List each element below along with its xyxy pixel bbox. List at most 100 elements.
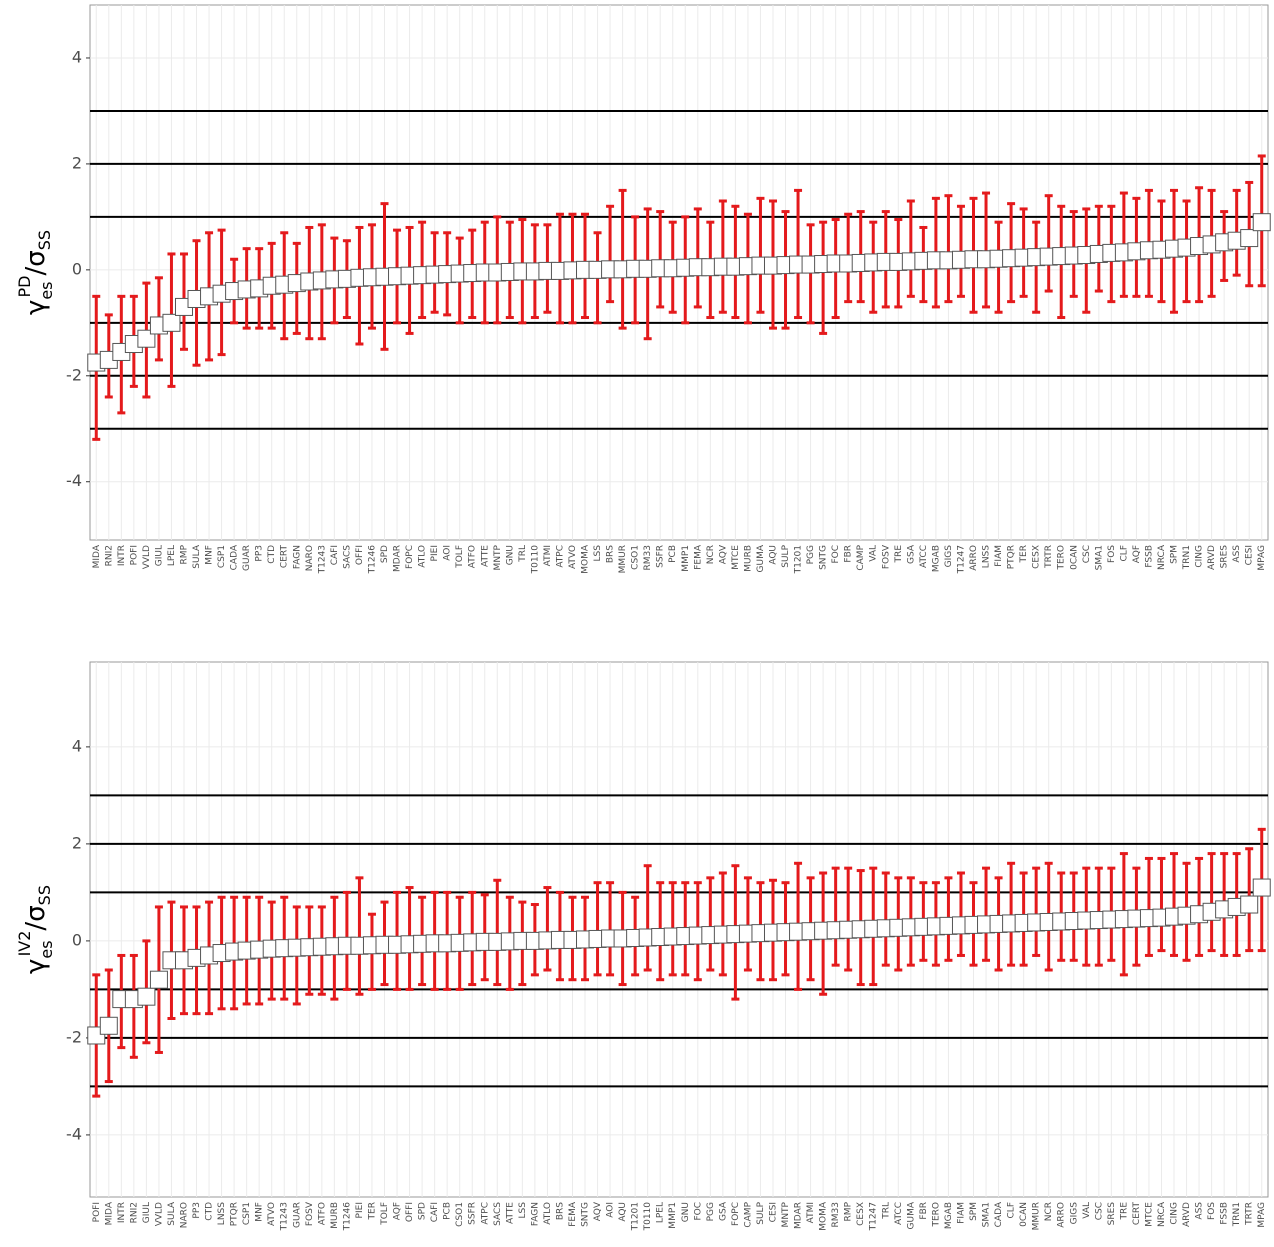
x-tick-label: CING — [1195, 545, 1205, 568]
x-tick-label: FAGN — [530, 1202, 540, 1226]
y-label-sub: es — [37, 940, 56, 958]
x-tick-label: PP3 — [192, 1202, 202, 1219]
error-bar — [756, 196, 765, 314]
x-tick-label: CESI — [768, 1202, 778, 1222]
x-tick-label: MTCE — [1144, 1202, 1154, 1227]
x-tick-label: GUAR — [242, 545, 252, 571]
y-tick-label: 2 — [72, 833, 82, 852]
x-tick-label: RNI2 — [104, 545, 114, 566]
x-tick-label: AQF — [1132, 545, 1142, 563]
x-tick-label: NCR — [706, 545, 716, 564]
x-tick-label: LNSS — [217, 1202, 227, 1225]
x-tick-label: T1243 — [317, 545, 327, 574]
x-tick-label: VAL — [1082, 1202, 1092, 1219]
error-bar — [1207, 852, 1216, 953]
y-label-rest-sub: SS — [35, 885, 54, 905]
x-tick-label: PCB — [668, 545, 678, 563]
x-tick-label: CAMP — [743, 1201, 753, 1227]
x-tick-label: AQV — [718, 544, 728, 564]
y-tick-label: 4 — [72, 736, 82, 755]
x-tick-label: SULP — [781, 544, 791, 567]
x-tick-label: RMP — [179, 544, 189, 564]
x-tick-label: FSSB — [1220, 1202, 1230, 1225]
y-tick-label: 2 — [72, 153, 82, 172]
x-tick-label: SMA1 — [1094, 545, 1104, 570]
error-bar — [956, 871, 965, 957]
y-label-sup: PD — [15, 276, 34, 298]
x-tick-label: ATFO — [468, 545, 478, 568]
x-tick-label: MDAR — [393, 545, 403, 572]
x-tick-label: GSA — [906, 544, 916, 564]
x-tick-label: T1246 — [367, 545, 377, 575]
x-tick-label: CSP1 — [217, 545, 227, 568]
x-tick-label: RNI2 — [129, 1202, 139, 1223]
x-tick-label: LNSS — [982, 545, 992, 568]
x-tick-label: BRS — [555, 1202, 565, 1220]
x-tick-label: FOC — [831, 545, 841, 564]
x-tick-label: CING — [1170, 1202, 1180, 1225]
x-tick-label: SSFR — [468, 1202, 478, 1225]
y-label-sup: IV2 — [15, 931, 34, 957]
y-tick-label: -4 — [66, 471, 82, 490]
x-tick-label: SRES — [1107, 1202, 1117, 1226]
y-tick-label: -4 — [66, 1124, 82, 1143]
x-tick-label: RM33 — [643, 545, 653, 570]
x-tick-label: RMP — [844, 1201, 854, 1221]
error-bar — [706, 876, 715, 972]
y-tick-label: 4 — [72, 47, 82, 66]
x-tick-label: FOPC — [405, 545, 415, 569]
x-tick-label: CESX — [1032, 545, 1042, 569]
x-tick-label: GUAR — [292, 1202, 302, 1228]
x-tick-label: CLF — [1119, 545, 1129, 561]
x-tick-label: ATCC — [894, 1202, 904, 1225]
x-tick-label: CAMP — [856, 544, 866, 570]
x-tick-label: AQU — [768, 545, 778, 565]
x-tick-label: T1201 — [631, 1202, 641, 1231]
x-tick-label: NARO — [305, 545, 315, 571]
x-tick-label: CSC — [1082, 545, 1092, 563]
x-tick-label: 0CAN — [1019, 1202, 1029, 1227]
x-tick-label: FOPC — [731, 1202, 741, 1226]
x-tick-label: CSC — [1094, 1202, 1104, 1220]
x-tick-label: TRL — [881, 1202, 891, 1220]
x-tick-label: SACS — [493, 1202, 503, 1226]
y-tick-label: 0 — [72, 259, 82, 278]
x-tick-label: FOS — [1107, 545, 1117, 563]
x-tick-label: MMUR — [1032, 1202, 1042, 1230]
error-bar — [606, 204, 615, 304]
x-tick-label: CESI — [1245, 545, 1255, 565]
x-tick-label: MPAG — [1257, 545, 1267, 571]
x-tick-label: FIAM — [994, 545, 1004, 567]
x-tick-label: ARVD — [1207, 545, 1217, 570]
x-tick-label: SMA1 — [982, 1202, 992, 1227]
x-tick-label: ATPC — [480, 1202, 490, 1225]
x-tick-label: TRL — [518, 545, 528, 563]
x-tick-label: MDAR — [794, 1202, 804, 1229]
x-tick-label: CTD — [267, 545, 277, 564]
mean-box — [137, 987, 156, 1006]
x-tick-label: PP3 — [255, 545, 265, 562]
x-tick-label: AOI — [606, 1202, 616, 1218]
x-tick-label: T0110 — [643, 1202, 653, 1232]
x-tick-label: SPM — [1170, 545, 1180, 564]
x-tick-label: ATFO — [317, 1202, 327, 1225]
mean-box — [1252, 213, 1271, 232]
x-tick-label: MMUR — [618, 545, 628, 573]
x-tick-label: MGAB — [944, 1202, 954, 1229]
error-bar — [693, 207, 702, 309]
x-tick-label: CTD — [205, 1202, 215, 1221]
error-bar — [543, 886, 552, 972]
x-tick-label: MTCE — [731, 545, 741, 570]
x-tick-label: ATLO — [418, 545, 428, 568]
x-tick-label: CAFI — [430, 1202, 440, 1222]
x-tick-label: AQV — [593, 1201, 603, 1221]
error-bar — [643, 864, 652, 972]
x-tick-label: CLF — [1007, 1202, 1017, 1218]
x-tick-label: GSA — [718, 1201, 728, 1221]
x-tick-label: MMP1 — [681, 545, 691, 572]
x-tick-label: ATVO — [267, 1202, 277, 1226]
x-tick-label: TRTR — [1245, 1202, 1255, 1226]
x-tick-label: PGG — [706, 1202, 716, 1221]
error-bar — [718, 871, 727, 977]
